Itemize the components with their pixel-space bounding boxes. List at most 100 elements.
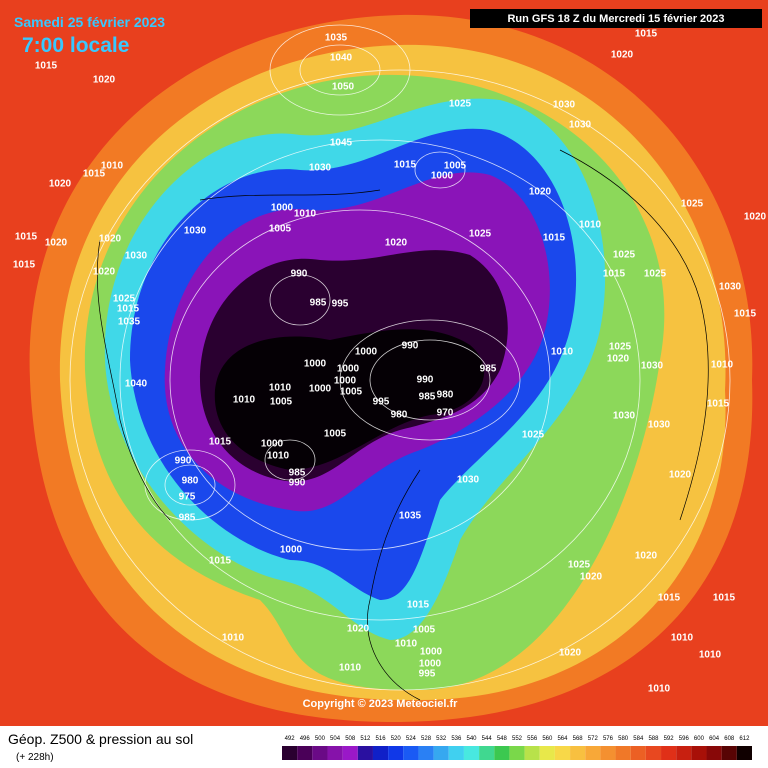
pressure-label: 1050 [332, 82, 355, 93]
legend-tick-label: 540 [467, 736, 478, 742]
legend-swatch [554, 746, 571, 760]
legend-swatch [282, 746, 298, 760]
pressure-label: 1005 [413, 625, 436, 636]
pressure-label: 995 [332, 299, 349, 310]
pressure-label: 1030 [309, 163, 332, 174]
legend-swatch [403, 746, 419, 760]
pressure-label: 1030 [648, 420, 671, 431]
legend-swatch [388, 746, 404, 760]
footer-subtitle: (+ 228h) [16, 752, 54, 763]
legend-tick-label: 608 [724, 736, 735, 742]
pressure-label: 985 [480, 364, 497, 375]
pressure-label: 1020 [49, 179, 72, 190]
pressure-label: 1015 [543, 233, 566, 244]
legend-tick-label: 552 [512, 736, 523, 742]
pressure-label: 990 [289, 478, 306, 489]
field-black [214, 329, 485, 470]
pressure-label: 1000 [431, 171, 454, 182]
pressure-label: 1010 [395, 639, 418, 650]
pressure-label: 1015 [394, 160, 417, 171]
pressure-label: 1030 [569, 120, 592, 131]
pressure-label: 995 [419, 669, 436, 680]
pressure-label: 985 [179, 513, 196, 524]
pressure-label: 1030 [613, 411, 636, 422]
legend-swatch [494, 746, 510, 760]
pressure-label: 1025 [522, 430, 545, 441]
pressure-label: 1020 [529, 187, 552, 198]
legend-tick-label: 496 [300, 736, 311, 742]
pressure-label: 1020 [635, 551, 658, 562]
pressure-label: 1035 [399, 511, 422, 522]
legend-swatch [630, 746, 646, 760]
legend-swatch [615, 746, 631, 760]
legend-swatch [342, 746, 358, 760]
pressure-label: 1020 [669, 470, 692, 481]
legend-tick-label: 584 [633, 736, 644, 742]
legend-swatch [509, 746, 525, 760]
pressure-label: 1025 [644, 269, 667, 280]
pressure-label: 1020 [580, 572, 603, 583]
pressure-label: 1020 [93, 75, 116, 86]
legend-tick-label: 516 [376, 736, 387, 742]
pressure-label: 1000 [334, 376, 357, 387]
pressure-label: 990 [175, 456, 192, 467]
pressure-label: 1025 [609, 342, 632, 353]
legend-swatch [661, 746, 677, 760]
legend-tick-label: 548 [497, 736, 508, 742]
pressure-label: 1015 [35, 61, 58, 72]
legend-swatch [721, 746, 737, 760]
pressure-label: 1010 [671, 633, 694, 644]
pressure-label: 1030 [553, 100, 576, 111]
pressure-label: 1030 [125, 251, 148, 262]
color-legend: 492 496 500 504 508 512 516 520 524 528 532 536 540 5… [282, 736, 752, 760]
pressure-label: 980 [182, 476, 199, 487]
pressure-label: 1015 [117, 304, 140, 315]
legend-tick-label: 588 [648, 736, 659, 742]
pressure-label: 1020 [99, 234, 122, 245]
legend-swatch [327, 746, 343, 760]
pressure-label: 990 [291, 269, 308, 280]
run-box [470, 9, 762, 28]
pressure-label: 985 [289, 468, 306, 479]
legend-swatch [524, 746, 540, 760]
legend-swatch [645, 746, 662, 760]
legend-swatch [312, 746, 328, 760]
pressure-label: 1020 [93, 267, 116, 278]
pressure-label: 1020 [611, 50, 634, 61]
pressure-label: 990 [402, 341, 419, 352]
pressure-label: 1015 [15, 232, 38, 243]
pressure-label: 1030 [719, 282, 742, 293]
legend-tick-label: 560 [542, 736, 553, 742]
legend-tick-label: 504 [330, 736, 341, 742]
pressure-label: 1010 [699, 650, 722, 661]
legend-tick-label: 572 [588, 736, 599, 742]
legend-swatch [539, 746, 555, 760]
pressure-label: 1045 [330, 138, 353, 149]
pressure-label: 1015 [713, 593, 736, 604]
legend-swatch [600, 746, 616, 760]
pressure-label: 1000 [337, 364, 360, 375]
pressure-label: 1005 [444, 161, 467, 172]
pressure-label: 1010 [648, 684, 671, 695]
pressure-label: 1010 [711, 360, 734, 371]
pressure-label: 1015 [13, 260, 36, 271]
pressure-label: 1000 [419, 659, 442, 670]
pressure-label: 1000 [271, 203, 294, 214]
legend-swatch [570, 746, 586, 760]
legend-tick-label: 524 [406, 736, 417, 742]
pressure-label: 1030 [184, 226, 207, 237]
pressure-label: 1020 [45, 238, 68, 249]
legend-swatch [479, 746, 495, 760]
pressure-label: 1015 [209, 556, 232, 567]
legend-swatch [448, 746, 464, 760]
pressure-label: 1015 [734, 309, 757, 320]
pressure-label: 975 [179, 492, 196, 503]
pressure-label: 1010 [222, 633, 245, 644]
legend-swatch [463, 746, 480, 760]
pressure-label: 1010 [267, 451, 290, 462]
legend-tick-label: 612 [739, 736, 750, 742]
pressure-label: 1000 [420, 647, 443, 658]
pressure-label: 1035 [118, 317, 141, 328]
